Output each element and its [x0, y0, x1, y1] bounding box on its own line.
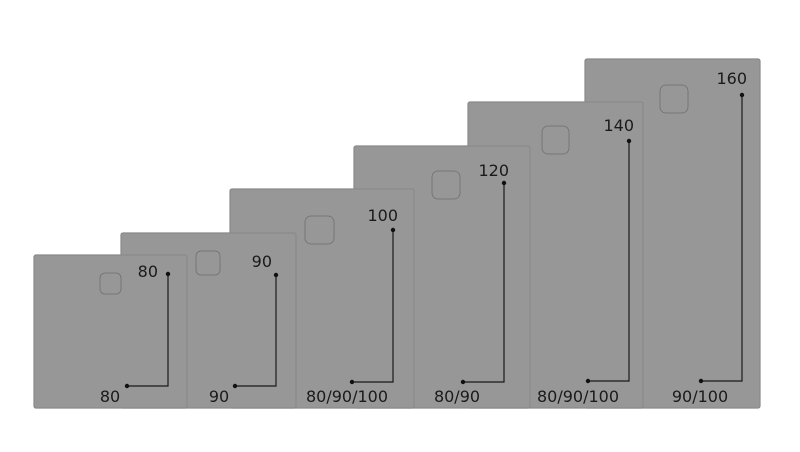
- tray-surface: [33, 254, 188, 409]
- dimension-dot: [349, 379, 355, 385]
- dimension-line: [588, 141, 630, 382]
- width-label: 80/90/100: [537, 387, 619, 406]
- drain-icon: [431, 170, 461, 200]
- dimension-dot: [390, 227, 396, 233]
- dimension-dot: [273, 272, 279, 278]
- drain-icon: [304, 215, 335, 245]
- dimension-dot: [460, 379, 466, 385]
- drain-icon: [541, 125, 570, 155]
- width-label: 80/90/100: [306, 387, 388, 406]
- dimension-dot: [698, 378, 704, 384]
- dimension-line: [701, 95, 743, 382]
- width-label: 80: [100, 387, 120, 406]
- drain-icon: [99, 272, 122, 295]
- dimension-dot: [232, 383, 238, 389]
- drain-icon: [195, 250, 221, 276]
- dimension-dot: [739, 92, 745, 98]
- width-label: 80/90: [434, 387, 480, 406]
- dimension-line: [352, 230, 394, 383]
- width-label: 90/100: [672, 387, 728, 406]
- length-label: 140: [603, 116, 634, 135]
- dimension-line: [235, 275, 277, 387]
- length-label: 160: [716, 69, 747, 88]
- length-label: 100: [367, 206, 398, 225]
- width-label: 90: [209, 387, 229, 406]
- length-label: 90: [252, 252, 272, 271]
- dimension-dot: [585, 378, 591, 384]
- dimension-line: [127, 274, 169, 387]
- dimension-line: [463, 183, 505, 383]
- length-label: 80: [138, 262, 158, 281]
- length-label: 120: [478, 161, 509, 180]
- dimension-dot: [165, 271, 171, 277]
- dimension-dot: [124, 383, 130, 389]
- dimension-dot: [626, 138, 632, 144]
- tray-80: 80 80: [33, 254, 188, 409]
- dimension-dot: [501, 180, 507, 186]
- drain-icon: [659, 84, 689, 114]
